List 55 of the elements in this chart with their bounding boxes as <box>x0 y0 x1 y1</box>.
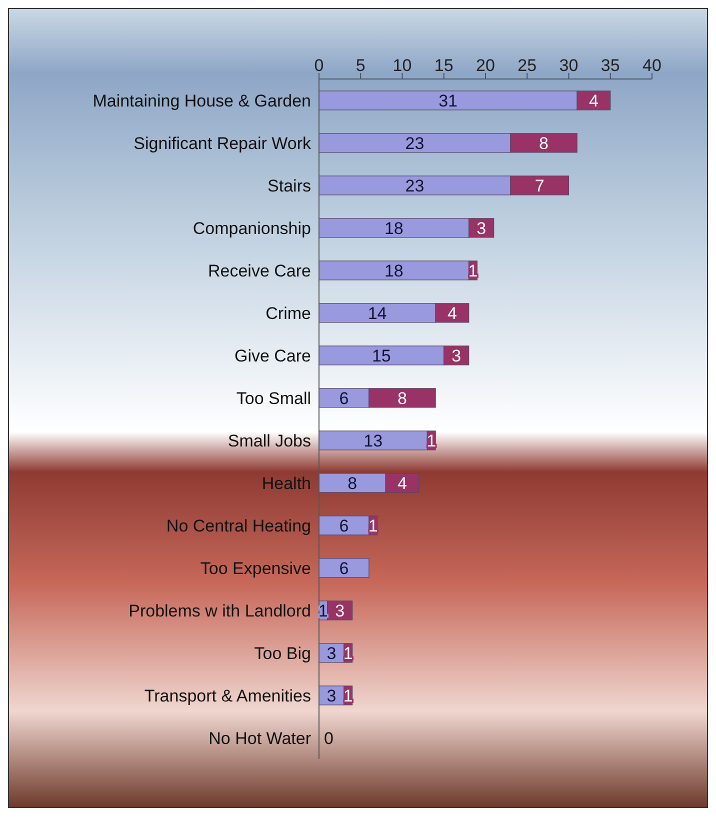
data-label: 3 <box>335 601 345 620</box>
data-label: 3 <box>452 346 462 366</box>
data-label: 1 <box>368 516 378 536</box>
y-tick-label: Health <box>262 474 311 493</box>
data-label: 3 <box>476 218 486 238</box>
y-tick-label: Too Small <box>236 388 311 408</box>
data-label: 15 <box>372 346 391 366</box>
data-label: 8 <box>539 134 549 153</box>
data-label: 8 <box>348 474 358 493</box>
y-tick-label: Crime <box>266 304 311 323</box>
data-label: 6 <box>339 516 349 536</box>
y-tick-label: No Hot Water <box>208 728 312 748</box>
data-label: 23 <box>405 176 424 196</box>
data-label: 8 <box>398 388 407 408</box>
data-label: 1 <box>318 601 328 620</box>
x-tick-label: 15 <box>434 56 454 75</box>
x-tick-label: 0 <box>314 56 324 75</box>
data-label: 1 <box>343 686 353 706</box>
data-label: 18 <box>384 218 404 238</box>
y-tick-label: Maintaining House & Garden <box>92 91 311 110</box>
y-tick-label: Transport & Amenities <box>144 686 311 706</box>
data-label: 1 <box>468 261 478 280</box>
x-tick-label: 20 <box>476 56 495 75</box>
data-label: 0 <box>324 728 334 748</box>
data-label: 4 <box>447 304 457 323</box>
data-label: 4 <box>588 91 598 110</box>
x-tick-label: 40 <box>642 56 662 75</box>
y-tick-label: Small Jobs <box>228 431 311 450</box>
data-label: 13 <box>364 431 383 450</box>
x-tick-label: 5 <box>356 56 366 75</box>
x-tick-label: 35 <box>600 56 620 75</box>
x-tick-label: 25 <box>518 56 537 75</box>
y-tick-label: Stairs <box>268 176 311 196</box>
data-label: 1 <box>343 644 353 663</box>
data-label: 23 <box>405 134 424 153</box>
data-label: 31 <box>438 91 458 110</box>
y-tick-label: Give Care <box>234 346 311 366</box>
y-tick-label: Companionship <box>192 218 311 238</box>
data-label: 1 <box>426 431 436 450</box>
data-label: 6 <box>339 388 349 408</box>
y-tick-label: Too Big <box>254 644 311 663</box>
y-tick-label: Problems w ith Landlord <box>128 601 311 620</box>
data-label: 18 <box>384 261 404 280</box>
data-label: 4 <box>398 474 407 493</box>
data-label: 7 <box>534 176 544 196</box>
data-label: 3 <box>326 644 336 663</box>
x-tick-label: 10 <box>392 56 412 75</box>
y-tick-label: No Central Heating <box>166 516 311 536</box>
data-label: 3 <box>326 686 336 706</box>
y-tick-label: Receive Care <box>208 261 311 280</box>
data-label: 6 <box>339 558 349 578</box>
data-label: 14 <box>368 304 387 323</box>
y-tick-label: Too Expensive <box>200 558 311 578</box>
y-tick-label: Significant Repair Work <box>134 134 312 153</box>
x-tick-label: 30 <box>559 56 578 75</box>
